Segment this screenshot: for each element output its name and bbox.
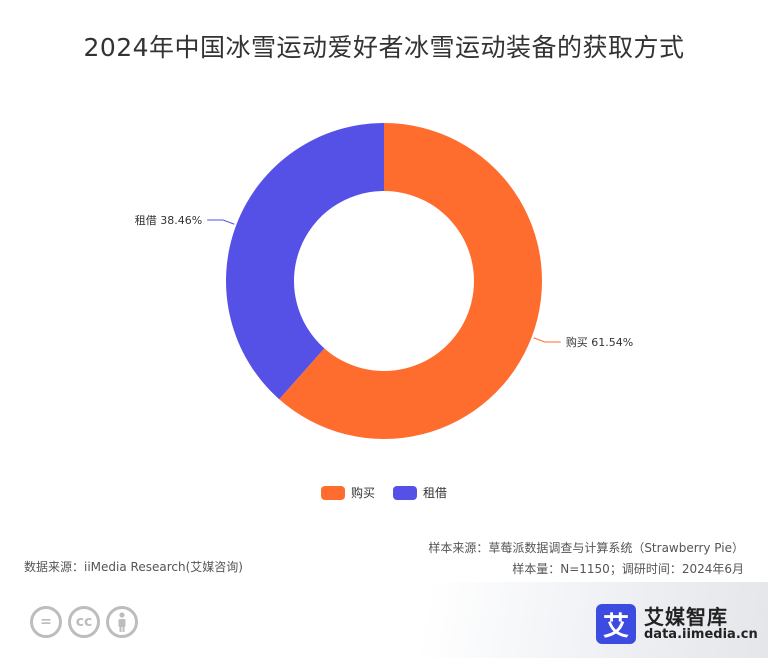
equals-icon: =	[30, 606, 62, 638]
slice-1[interactable]	[225, 123, 384, 400]
brand-url: data.iimedia.cn	[644, 626, 758, 642]
sample-source: 样本来源：草莓派数据调查与计算系统（Strawberry Pie）	[428, 541, 744, 555]
slice-0[interactable]	[279, 123, 542, 439]
slice-label-1: 租借 38.46%	[135, 214, 202, 227]
cc-icon: cc	[68, 606, 100, 638]
legend-swatch-rent	[393, 485, 417, 500]
brand-name: 艾媒智库	[644, 604, 728, 629]
chart-title: 2024年中国冰雪运动爱好者冰雪运动装备的获取方式	[83, 33, 685, 62]
brand: 艾 艾媒智库 data.iimedia.cn	[596, 604, 758, 644]
legend-item-rent[interactable]: 租借	[393, 484, 447, 501]
legend-label-buy: 购买	[350, 486, 375, 500]
license-icons: = cc	[30, 606, 138, 638]
brand-logo: 艾	[596, 604, 636, 644]
slice-label-0: 购买 61.54%	[566, 335, 633, 349]
legend: 购买 租借	[0, 484, 768, 501]
legend-swatch-buy	[320, 485, 345, 500]
legend-item-buy[interactable]: 购买	[320, 484, 375, 501]
person-icon	[106, 606, 138, 638]
donut-chart: 购买 61.54% 租借 38.46%	[135, 123, 633, 439]
legend-label-rent: 租借	[423, 486, 448, 500]
leader-line-1	[207, 219, 235, 225]
sample-size: 样本量：N=1150；调研时间：2024年6月	[512, 562, 744, 576]
sample-info: 样本来源：草莓派数据调查与计算系统（Strawberry Pie） 样本量：N=…	[428, 538, 744, 580]
leader-line-0	[533, 337, 561, 343]
data-source: 数据来源：iiMedia Research(艾媒咨询)	[24, 560, 243, 574]
